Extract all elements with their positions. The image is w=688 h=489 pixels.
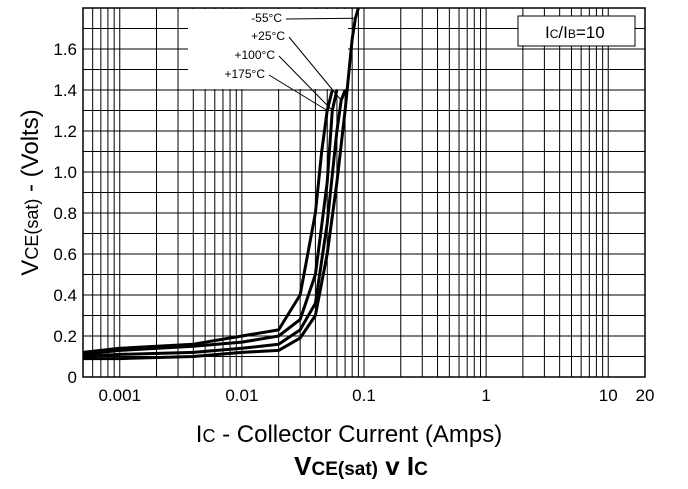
series-line-4: [82, 89, 334, 354]
y-tick-label: 0.2: [53, 327, 77, 346]
series-line-1: [83, 7, 360, 361]
y-tick-label: 0: [68, 368, 77, 387]
y-tick-label: 1.6: [53, 40, 77, 59]
annotation-frame: [517, 15, 636, 47]
x-tick-label: 0.1: [352, 386, 376, 405]
series-label: +25°C: [251, 29, 285, 43]
y-tick-label: 0.4: [53, 286, 77, 305]
curves: [82, 7, 360, 361]
series-label: -55°C: [251, 11, 282, 25]
y-tick-label: 1.2: [53, 122, 77, 141]
series-labels: -55°C +25°C +100°C +175°C: [225, 11, 286, 81]
y-axis-label: VCE(sat) - (Volts): [17, 109, 44, 275]
leader-line: [285, 17, 356, 20]
x-tick-label: 20: [636, 386, 655, 405]
y-tick-label: 0.6: [53, 245, 77, 264]
series-label: +175°C: [225, 67, 266, 81]
x-tick-label: 1: [481, 386, 490, 405]
x-axis-label: IC - Collector Current (Amps): [196, 421, 502, 448]
x-tick-label: 0.01: [225, 386, 258, 405]
chart-title: VCE(sat) v IC: [294, 451, 428, 481]
x-tick-labels: 0.001 0.01 0.1 1 10 20: [98, 386, 654, 405]
plot-frame: [82, 7, 646, 378]
series-label: +100°C: [235, 48, 276, 62]
x-tick-label: 10: [599, 386, 618, 405]
leader-line: [288, 36, 342, 101]
annotation-ratio: IC/IB=10: [545, 23, 605, 42]
y-tick-label: 1.0: [53, 163, 77, 182]
y-tick-label: 0.8: [53, 204, 77, 223]
grid: [83, 8, 645, 377]
y-tick-label: 1.4: [53, 81, 77, 100]
series-line-2: [82, 89, 347, 358]
x-tick-label: 0.001: [98, 386, 141, 405]
leader-line: [268, 74, 328, 111]
leader-lines: [268, 17, 356, 111]
y-tick-labels: 0 0.2 0.4 0.6 0.8 1.0 1.2 1.4 1.6: [53, 40, 77, 387]
leader-line: [278, 55, 333, 111]
series-line-3: [82, 89, 339, 356]
annotation-box: [517, 15, 636, 47]
